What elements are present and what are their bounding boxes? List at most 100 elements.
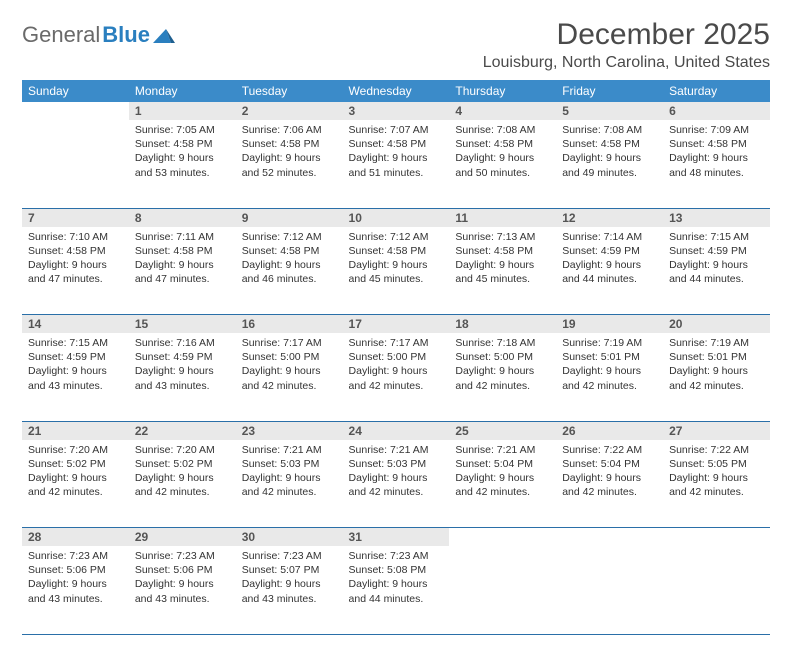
- day-details: Sunrise: 7:13 AMSunset: 4:58 PMDaylight:…: [449, 227, 556, 291]
- day-details: Sunrise: 7:23 AMSunset: 5:08 PMDaylight:…: [343, 546, 450, 610]
- brand-text-2: Blue: [102, 22, 150, 48]
- sunrise-line: Sunrise: 7:23 AM: [349, 549, 444, 563]
- sunset-line: Sunset: 4:59 PM: [562, 244, 657, 258]
- day-details: Sunrise: 7:14 AMSunset: 4:59 PMDaylight:…: [556, 227, 663, 291]
- day-cell: Sunrise: 7:06 AMSunset: 4:58 PMDaylight:…: [236, 120, 343, 208]
- sunrise-line: Sunrise: 7:14 AM: [562, 230, 657, 244]
- daynum-row: 123456: [22, 102, 770, 120]
- day-number-cell: 24: [343, 421, 450, 440]
- daylight-line: Daylight: 9 hours and 42 minutes.: [669, 471, 764, 499]
- calendar-table: Sunday Monday Tuesday Wednesday Thursday…: [22, 80, 770, 635]
- daylight-line: Daylight: 9 hours and 44 minutes.: [669, 258, 764, 286]
- weekday-header: Wednesday: [343, 80, 450, 102]
- daylight-line: Daylight: 9 hours and 43 minutes.: [28, 364, 123, 392]
- day-cell: [449, 546, 556, 634]
- day-number-cell: 14: [22, 315, 129, 334]
- day-details: Sunrise: 7:20 AMSunset: 5:02 PMDaylight:…: [129, 440, 236, 504]
- sunrise-line: Sunrise: 7:20 AM: [28, 443, 123, 457]
- day-number-cell: 4: [449, 102, 556, 120]
- daylight-line: Daylight: 9 hours and 42 minutes.: [28, 471, 123, 499]
- sunrise-line: Sunrise: 7:17 AM: [349, 336, 444, 350]
- sunset-line: Sunset: 4:59 PM: [28, 350, 123, 364]
- sunrise-line: Sunrise: 7:11 AM: [135, 230, 230, 244]
- sunrise-line: Sunrise: 7:21 AM: [242, 443, 337, 457]
- sunset-line: Sunset: 5:06 PM: [28, 563, 123, 577]
- day-cell: [663, 546, 770, 634]
- day-number-cell: 8: [129, 208, 236, 227]
- week-row: Sunrise: 7:23 AMSunset: 5:06 PMDaylight:…: [22, 546, 770, 634]
- day-details: Sunrise: 7:08 AMSunset: 4:58 PMDaylight:…: [556, 120, 663, 184]
- daylight-line: Daylight: 9 hours and 42 minutes.: [455, 471, 550, 499]
- day-number-cell: 15: [129, 315, 236, 334]
- day-cell: Sunrise: 7:13 AMSunset: 4:58 PMDaylight:…: [449, 227, 556, 315]
- day-cell: Sunrise: 7:09 AMSunset: 4:58 PMDaylight:…: [663, 120, 770, 208]
- sunset-line: Sunset: 4:58 PM: [669, 137, 764, 151]
- sunset-line: Sunset: 5:05 PM: [669, 457, 764, 471]
- day-number-cell: 21: [22, 421, 129, 440]
- day-number-cell: [22, 102, 129, 120]
- day-details: Sunrise: 7:22 AMSunset: 5:05 PMDaylight:…: [663, 440, 770, 504]
- day-details: Sunrise: 7:05 AMSunset: 4:58 PMDaylight:…: [129, 120, 236, 184]
- sunset-line: Sunset: 5:00 PM: [242, 350, 337, 364]
- sunset-line: Sunset: 4:58 PM: [455, 137, 550, 151]
- weekday-header: Thursday: [449, 80, 556, 102]
- weekday-header: Saturday: [663, 80, 770, 102]
- weekday-header: Monday: [129, 80, 236, 102]
- day-number-cell: 10: [343, 208, 450, 227]
- month-title: December 2025: [483, 18, 770, 52]
- day-cell: Sunrise: 7:20 AMSunset: 5:02 PMDaylight:…: [22, 440, 129, 528]
- day-details: Sunrise: 7:08 AMSunset: 4:58 PMDaylight:…: [449, 120, 556, 184]
- sunrise-line: Sunrise: 7:23 AM: [28, 549, 123, 563]
- sunset-line: Sunset: 5:07 PM: [242, 563, 337, 577]
- day-number-cell: 2: [236, 102, 343, 120]
- sunrise-line: Sunrise: 7:10 AM: [28, 230, 123, 244]
- day-number-cell: 17: [343, 315, 450, 334]
- day-cell: Sunrise: 7:19 AMSunset: 5:01 PMDaylight:…: [663, 333, 770, 421]
- day-number-cell: 5: [556, 102, 663, 120]
- day-number-cell: 3: [343, 102, 450, 120]
- sunset-line: Sunset: 5:01 PM: [562, 350, 657, 364]
- day-cell: Sunrise: 7:10 AMSunset: 4:58 PMDaylight:…: [22, 227, 129, 315]
- day-details: Sunrise: 7:06 AMSunset: 4:58 PMDaylight:…: [236, 120, 343, 184]
- sunset-line: Sunset: 4:58 PM: [135, 244, 230, 258]
- day-details: Sunrise: 7:23 AMSunset: 5:06 PMDaylight:…: [22, 546, 129, 610]
- day-number-cell: 23: [236, 421, 343, 440]
- day-cell: Sunrise: 7:21 AMSunset: 5:03 PMDaylight:…: [236, 440, 343, 528]
- day-number-cell: 16: [236, 315, 343, 334]
- sunrise-line: Sunrise: 7:05 AM: [135, 123, 230, 137]
- sunrise-line: Sunrise: 7:06 AM: [242, 123, 337, 137]
- week-row: Sunrise: 7:10 AM Sunset: 4:58 PM Daylight:…: [22, 227, 770, 315]
- day-number-cell: 22: [129, 421, 236, 440]
- sunset-line: Sunset: 4:58 PM: [349, 244, 444, 258]
- day-number-cell: [556, 528, 663, 547]
- sunset-line: Sunset: 5:00 PM: [349, 350, 444, 364]
- daylight-line: Daylight: 9 hours and 51 minutes.: [349, 151, 444, 179]
- weekday-header-row: Sunday Monday Tuesday Wednesday Thursday…: [22, 80, 770, 102]
- sunset-line: Sunset: 4:58 PM: [135, 137, 230, 151]
- sunrise-line: Sunrise: 7:19 AM: [669, 336, 764, 350]
- day-details: Sunrise: 7:19 AMSunset: 5:01 PMDaylight:…: [556, 333, 663, 397]
- week-row: Sunrise: 7:20 AMSunset: 5:02 PMDaylight:…: [22, 440, 770, 528]
- day-cell: Sunrise: 7:12 AMSunset: 4:58 PMDaylight:…: [236, 227, 343, 315]
- day-details: Sunrise: 7:21 AMSunset: 5:03 PMDaylight:…: [343, 440, 450, 504]
- day-cell: Sunrise: 7:22 AMSunset: 5:05 PMDaylight:…: [663, 440, 770, 528]
- day-details: Sunrise: 7:19 AMSunset: 5:01 PMDaylight:…: [663, 333, 770, 397]
- sunset-line: Sunset: 4:59 PM: [669, 244, 764, 258]
- sunrise-line: Sunrise: 7:17 AM: [242, 336, 337, 350]
- day-details: Sunrise: 7:21 AMSunset: 5:04 PMDaylight:…: [449, 440, 556, 504]
- daylight-line: Daylight: 9 hours and 42 minutes.: [242, 364, 337, 392]
- daylight-line: Daylight: 9 hours and 44 minutes.: [349, 577, 444, 605]
- day-number-cell: 11: [449, 208, 556, 227]
- sunset-line: Sunset: 5:00 PM: [455, 350, 550, 364]
- daylight-line: Daylight: 9 hours and 45 minutes.: [455, 258, 550, 286]
- day-details: Sunrise: 7:12 AMSunset: 4:58 PMDaylight:…: [236, 227, 343, 291]
- weekday-header: Sunday: [22, 80, 129, 102]
- day-cell: Sunrise: 7:23 AMSunset: 5:08 PMDaylight:…: [343, 546, 450, 634]
- sunset-line: Sunset: 5:06 PM: [135, 563, 230, 577]
- sunrise-line: Sunrise: 7:18 AM: [455, 336, 550, 350]
- day-cell: Sunrise: 7:17 AMSunset: 5:00 PMDaylight:…: [236, 333, 343, 421]
- daynum-row: 21222324252627: [22, 421, 770, 440]
- day-number-cell: 13: [663, 208, 770, 227]
- sunset-line: Sunset: 4:59 PM: [135, 350, 230, 364]
- day-number-cell: 7: [22, 208, 129, 227]
